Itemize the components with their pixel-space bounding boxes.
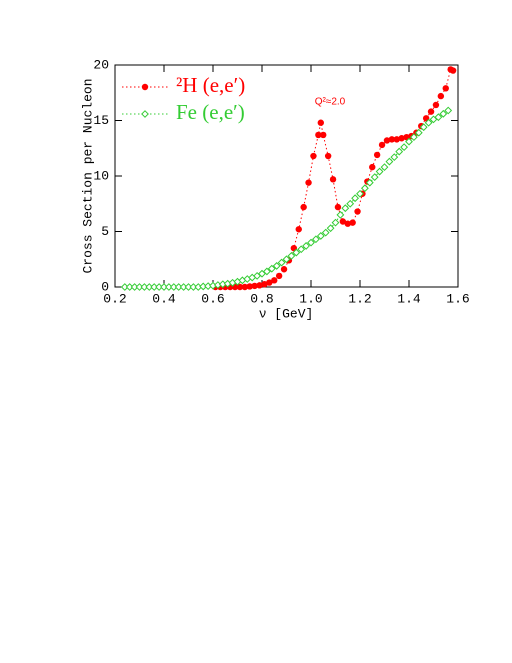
x-tick-label: 0.6 [201,291,224,306]
data-point [253,271,262,280]
data-point [246,283,253,290]
data-point [241,283,249,291]
data-point [287,252,296,260]
data-point [405,137,413,146]
data-point [315,131,322,139]
data-point [444,106,453,115]
x-tick-label: 1.0 [299,291,322,306]
data-point [272,262,281,270]
annotation: Q²≈2.0 [315,97,346,108]
data-point [395,147,404,156]
x-axis-label: ν [GeV] [259,306,314,321]
data-point [324,152,332,160]
y-tick-label: 15 [93,113,109,128]
data-point [311,235,320,244]
data-point [300,203,307,211]
data-point [373,151,381,159]
data-point [271,277,278,284]
legend-label: Fe (e,e′) [176,100,245,124]
data-point [251,282,258,290]
x-tick-label: 0.8 [250,291,273,306]
data-point [282,255,291,264]
data-point [409,133,418,142]
data-point [292,248,301,257]
data-point [302,242,311,250]
data-point [434,113,443,122]
data-point [442,85,449,92]
data-point [365,178,374,187]
y-tick-label: 20 [93,57,109,72]
legend-marker [141,83,149,91]
data-point [419,123,428,132]
x-tick-label: 1.4 [397,291,421,306]
data-point [326,224,335,233]
data-point [266,279,273,286]
data-point [331,218,340,227]
data-point [390,153,399,162]
data-point [258,269,266,278]
data-point [437,92,445,100]
data-point [329,176,337,183]
data-point [360,184,369,193]
y-tick-label: 10 [93,168,109,183]
y-axis-label: Cross Section per Nucleon [80,78,95,273]
data-point [334,203,342,211]
legend-marker [141,110,149,118]
data-point [449,67,457,74]
data-point [295,226,302,233]
data-point [351,194,360,203]
data-point [346,199,355,208]
x-tick-label: 0.2 [103,291,126,306]
data-point [267,264,276,273]
data-point [393,136,400,143]
data-point [349,219,356,226]
y-tick-label: 0 [101,279,109,294]
data-point [354,208,361,215]
data-point [256,282,263,289]
legend-label: ²H (e,e′) [176,73,245,97]
data-point [370,173,379,182]
data-point [321,228,330,237]
data-point [432,101,440,109]
data-point [307,238,315,247]
data-point [439,109,448,118]
data-point [280,266,288,273]
data-point [297,245,306,254]
data-point [336,210,345,219]
data-point [316,232,325,240]
data-point [400,143,409,152]
data-point [375,167,384,176]
data-point [398,135,405,142]
data-point [317,119,324,126]
data-point [261,281,268,288]
data-point [344,220,351,227]
x-tick-label: 0.4 [152,291,176,306]
data-point [277,258,286,267]
data-point [424,118,433,127]
x-tick-label: 1.2 [348,291,371,306]
data-point [339,218,347,225]
data-point [369,163,376,171]
data-point [236,283,244,291]
data-point [305,179,312,186]
data-point [320,131,327,139]
data-point [341,204,350,213]
plot-frame [114,64,459,288]
y-tick-label: 5 [101,224,109,239]
data-point [262,267,271,276]
data-point [380,163,389,172]
data-point [356,189,364,198]
data-point [383,137,391,144]
x-tick-label: 1.6 [446,291,469,306]
data-point [275,272,283,280]
data-point [414,128,423,137]
data-point [427,108,435,115]
data-point [429,115,438,124]
data-point [388,136,396,143]
data-point [378,141,386,149]
data-point [385,157,394,166]
data-point [310,152,317,160]
